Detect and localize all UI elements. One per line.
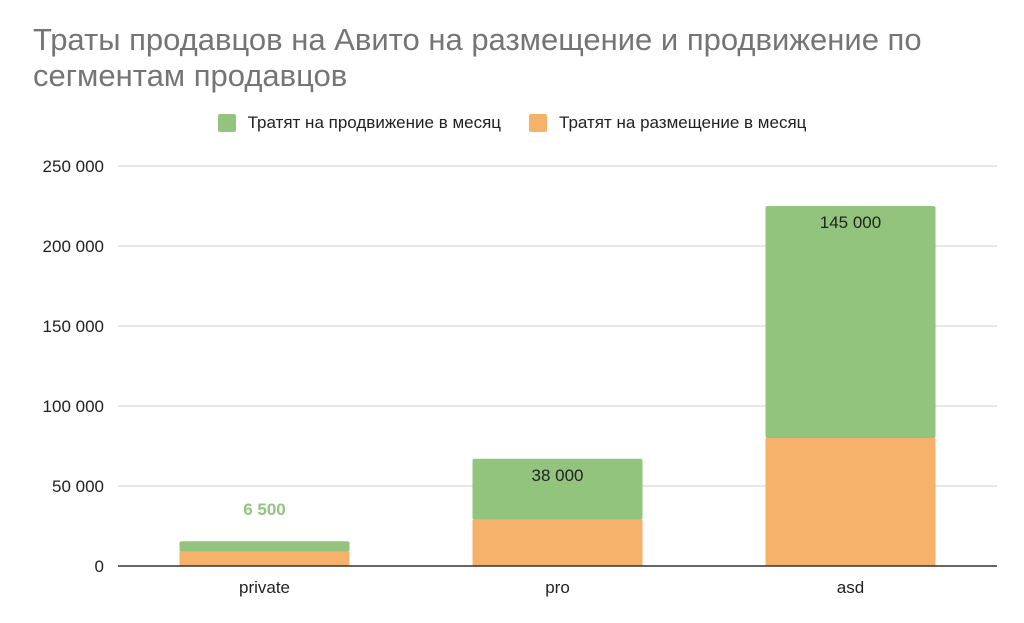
y-tick-label: 150 000 — [43, 317, 104, 336]
bar-placement-pro — [472, 519, 643, 566]
legend-label-placement: Тратят на размещение в месяц — [559, 113, 807, 132]
bar-promotion-private — [179, 541, 350, 552]
legend-item-promotion[interactable]: Тратят на продвижение в месяц — [217, 113, 502, 133]
chart-title: Траты продавцов на Авито на размещение и… — [33, 22, 922, 93]
bar-placement-asd — [765, 438, 936, 566]
legend-item-placement[interactable]: Тратят на размещение в месяц — [529, 113, 806, 133]
bar-promotion-pro — [472, 458, 643, 520]
y-tick-label: 100 000 — [43, 397, 104, 416]
data-label-promotion-pro: 38 000 — [532, 466, 584, 485]
legend-swatch-placement — [529, 114, 548, 132]
bar-placement-private — [179, 551, 350, 566]
y-tick-label: 50 000 — [52, 477, 104, 496]
y-tick-label: 250 000 — [43, 157, 104, 176]
bar-promotion-asd — [765, 206, 936, 438]
chart-legend: Тратят на продвижение в месяц Тратят на … — [0, 113, 1024, 133]
x-tick-label: asd — [837, 578, 864, 597]
y-tick-label: 200 000 — [43, 237, 104, 256]
y-tick-label: 0 — [95, 557, 104, 576]
legend-swatch-promotion — [217, 114, 236, 132]
data-label-promotion-private: 6 500 — [243, 500, 286, 519]
data-label-promotion-asd: 145 000 — [820, 213, 881, 232]
legend-label-promotion: Тратят на продвижение в месяц — [247, 113, 502, 132]
x-tick-label: pro — [545, 578, 570, 597]
x-tick-label: private — [239, 578, 290, 597]
